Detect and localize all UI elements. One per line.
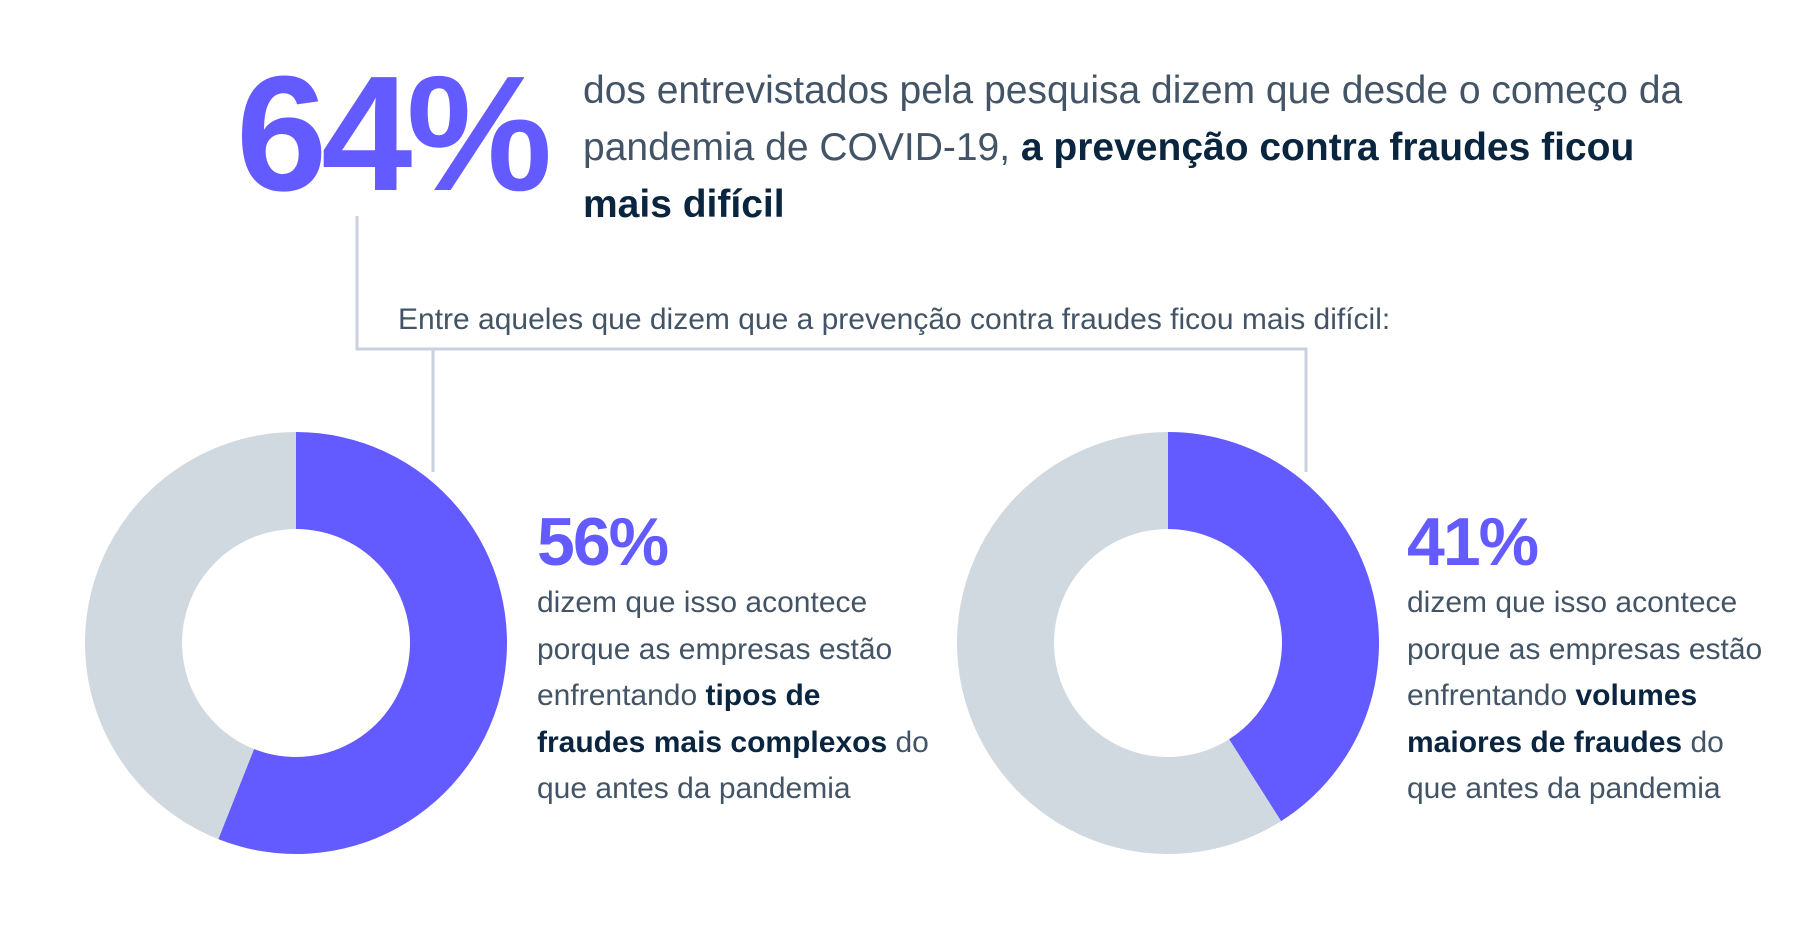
stat-text-bold: tipos de fraudes mais complexos bbox=[537, 679, 888, 759]
stat-text-complex-fraud: dizem que isso acontece porque as empres… bbox=[537, 580, 937, 813]
donut-slice-remainder bbox=[957, 432, 1282, 854]
donut-chart-complex-fraud bbox=[84, 432, 508, 854]
headline-text: dos entrevistados pela pesquisa dizem qu… bbox=[583, 62, 1713, 233]
stat-text-regular-end: do que antes da pandemia bbox=[537, 725, 929, 806]
headline-text-bold: a prevenção contra fraudes ficou mais di… bbox=[583, 126, 1635, 226]
stat-text-regular-end: do que antes da pandemia bbox=[1407, 725, 1724, 806]
stat-text-regular: dizem que isso acontece porque as empres… bbox=[537, 586, 893, 712]
connector-bracket bbox=[355, 216, 1308, 472]
stat-text-regular: dizem que isso acontece porque as empres… bbox=[1407, 586, 1763, 712]
stat-value-complex-fraud: 56% bbox=[537, 504, 669, 580]
stat-value-fraud-volume: 41% bbox=[1407, 504, 1539, 580]
stat-text-fraud-volume: dizem que isso acontece porque as empres… bbox=[1407, 580, 1777, 813]
headline-text-regular: dos entrevistados pela pesquisa dizem qu… bbox=[583, 69, 1683, 169]
subheading: Entre aqueles que dizem que a prevenção … bbox=[398, 303, 1391, 336]
headline-percentage: 64% bbox=[236, 42, 552, 225]
stat-text-bold: volumes maiores de fraudes bbox=[1407, 679, 1698, 759]
donut-chart-fraud-volume bbox=[957, 432, 1379, 854]
donut-slice-complex-fraud bbox=[218, 432, 508, 854]
donut-slice-remainder bbox=[84, 432, 297, 840]
donut-slice-fraud-volume bbox=[1168, 432, 1379, 822]
